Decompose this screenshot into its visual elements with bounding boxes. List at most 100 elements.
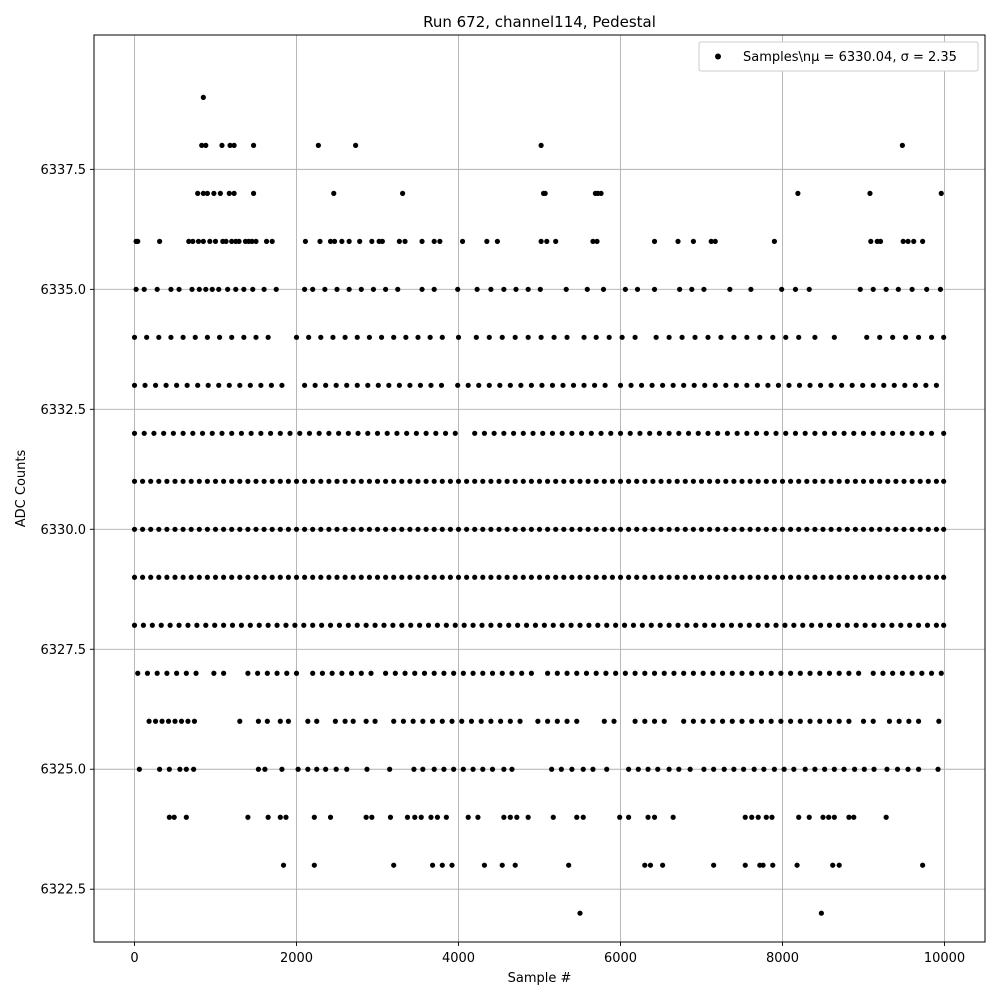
data-point — [131, 622, 138, 628]
data-point — [577, 478, 583, 484]
data-point — [140, 622, 147, 628]
data-point — [330, 334, 336, 340]
data-point — [480, 766, 486, 772]
data-point — [544, 238, 550, 244]
data-point — [353, 142, 359, 148]
data-point — [212, 622, 218, 628]
data-point — [269, 574, 275, 580]
data-point — [383, 574, 389, 580]
data-point — [731, 574, 737, 580]
data-point — [363, 622, 369, 628]
data-point — [322, 286, 328, 292]
data-point — [357, 238, 363, 244]
data-point — [651, 238, 658, 244]
legend-marker — [715, 53, 721, 60]
data-point — [488, 478, 494, 484]
data-point — [437, 238, 443, 244]
data-point — [509, 670, 515, 676]
data-point — [455, 334, 462, 340]
data-point — [844, 574, 850, 580]
data-point — [577, 574, 583, 580]
data-point — [666, 478, 672, 484]
data-point — [293, 478, 300, 484]
data-point — [846, 718, 852, 724]
data-point — [419, 286, 425, 292]
data-point — [460, 670, 466, 676]
data-point — [852, 574, 859, 580]
data-point — [517, 718, 523, 724]
data-point — [634, 574, 640, 580]
data-point — [284, 670, 290, 676]
data-point — [336, 430, 342, 436]
data-point — [591, 382, 598, 388]
data-point — [928, 670, 935, 676]
data-point — [818, 910, 824, 916]
data-point — [394, 430, 400, 436]
x-tick-label: 6000 — [604, 951, 637, 966]
data-point — [345, 622, 351, 628]
data-point — [302, 382, 308, 388]
data-point — [420, 718, 426, 724]
data-point — [131, 574, 138, 580]
data-point — [860, 526, 867, 532]
data-point — [171, 814, 177, 820]
data-point — [395, 286, 401, 292]
data-point — [660, 862, 666, 868]
data-point — [779, 526, 786, 532]
data-point — [860, 478, 867, 484]
data-point — [185, 622, 191, 628]
data-point — [744, 430, 750, 436]
data-point — [577, 910, 583, 916]
data-point — [831, 766, 837, 772]
data-point — [355, 430, 361, 436]
data-point — [277, 478, 283, 484]
data-point — [476, 382, 482, 388]
data-point — [606, 334, 612, 340]
data-point — [334, 478, 340, 484]
data-point — [788, 478, 794, 484]
data-point — [915, 718, 922, 724]
data-point — [822, 430, 828, 436]
data-point — [538, 142, 544, 148]
data-point — [871, 766, 877, 772]
data-point — [938, 670, 944, 676]
data-point — [899, 142, 905, 148]
data-point — [695, 430, 701, 436]
data-point — [613, 622, 619, 628]
data-point — [658, 526, 664, 532]
data-point — [287, 430, 293, 436]
data-point — [318, 334, 324, 340]
data-point — [763, 814, 769, 820]
data-point — [649, 382, 655, 388]
data-point — [285, 526, 291, 532]
data-point — [851, 430, 857, 436]
data-point — [909, 526, 915, 532]
data-point — [553, 574, 559, 580]
data-point — [700, 670, 706, 676]
data-point — [836, 862, 842, 868]
data-point — [190, 238, 196, 244]
data-point — [185, 718, 191, 724]
data-point — [180, 574, 186, 580]
data-point — [156, 574, 162, 580]
plot-frame — [93, 34, 986, 943]
data-point — [188, 574, 194, 580]
data-point — [723, 574, 729, 580]
data-point — [331, 238, 338, 244]
data-point — [365, 430, 371, 436]
data-point — [561, 574, 567, 580]
data-point — [199, 430, 206, 436]
data-point — [310, 622, 316, 628]
data-point — [835, 622, 841, 628]
data-point — [316, 430, 322, 436]
data-point — [883, 286, 889, 292]
data-point — [782, 622, 788, 628]
data-point — [204, 190, 210, 196]
y-tick-label: 6327.5 — [41, 643, 87, 658]
data-point — [434, 622, 441, 628]
data-point — [554, 670, 560, 676]
data-point — [464, 574, 470, 580]
data-point — [253, 334, 259, 340]
data-point — [601, 718, 607, 724]
data-point — [386, 382, 392, 388]
